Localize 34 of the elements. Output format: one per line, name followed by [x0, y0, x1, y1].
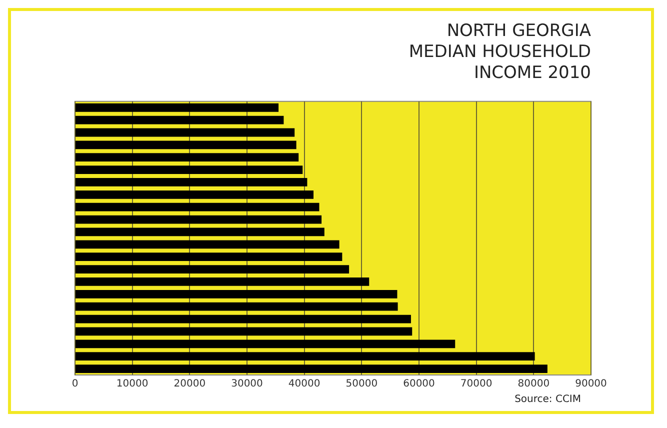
bar [76, 352, 535, 361]
bar [76, 190, 314, 199]
x-tick-label: 0 [72, 378, 78, 390]
bar [76, 327, 412, 336]
bar [76, 265, 350, 274]
x-tick-label: 40000 [288, 378, 320, 390]
bar [76, 302, 398, 311]
bar [76, 240, 340, 249]
x-tick-label: 80000 [518, 378, 550, 390]
x-tick-label: 10000 [116, 378, 148, 390]
bar [76, 228, 324, 236]
bar [76, 252, 342, 262]
bar [76, 215, 322, 224]
bar [76, 128, 295, 137]
bar [76, 314, 411, 324]
bar [76, 290, 398, 298]
chart-title: NORTH GEORGIA MEDIAN HOUSEHOLD INCOME 2010 [408, 21, 591, 84]
bar [76, 340, 456, 348]
x-tick-label: 70000 [460, 378, 492, 390]
source-note: Source: CCIM [514, 394, 581, 405]
bar [76, 103, 279, 112]
bar [76, 116, 284, 124]
bar [76, 140, 296, 150]
bar [76, 166, 303, 174]
x-tick-label: 20000 [174, 378, 206, 390]
x-tick-label: 60000 [403, 378, 435, 390]
x-tick-label: 50000 [346, 378, 378, 390]
bar [76, 178, 308, 186]
x-tick-label: 30000 [231, 378, 263, 390]
bar [76, 364, 548, 373]
bar [76, 153, 299, 162]
bar [76, 202, 320, 212]
x-tick-label: 90000 [575, 378, 607, 390]
bar [76, 278, 370, 286]
